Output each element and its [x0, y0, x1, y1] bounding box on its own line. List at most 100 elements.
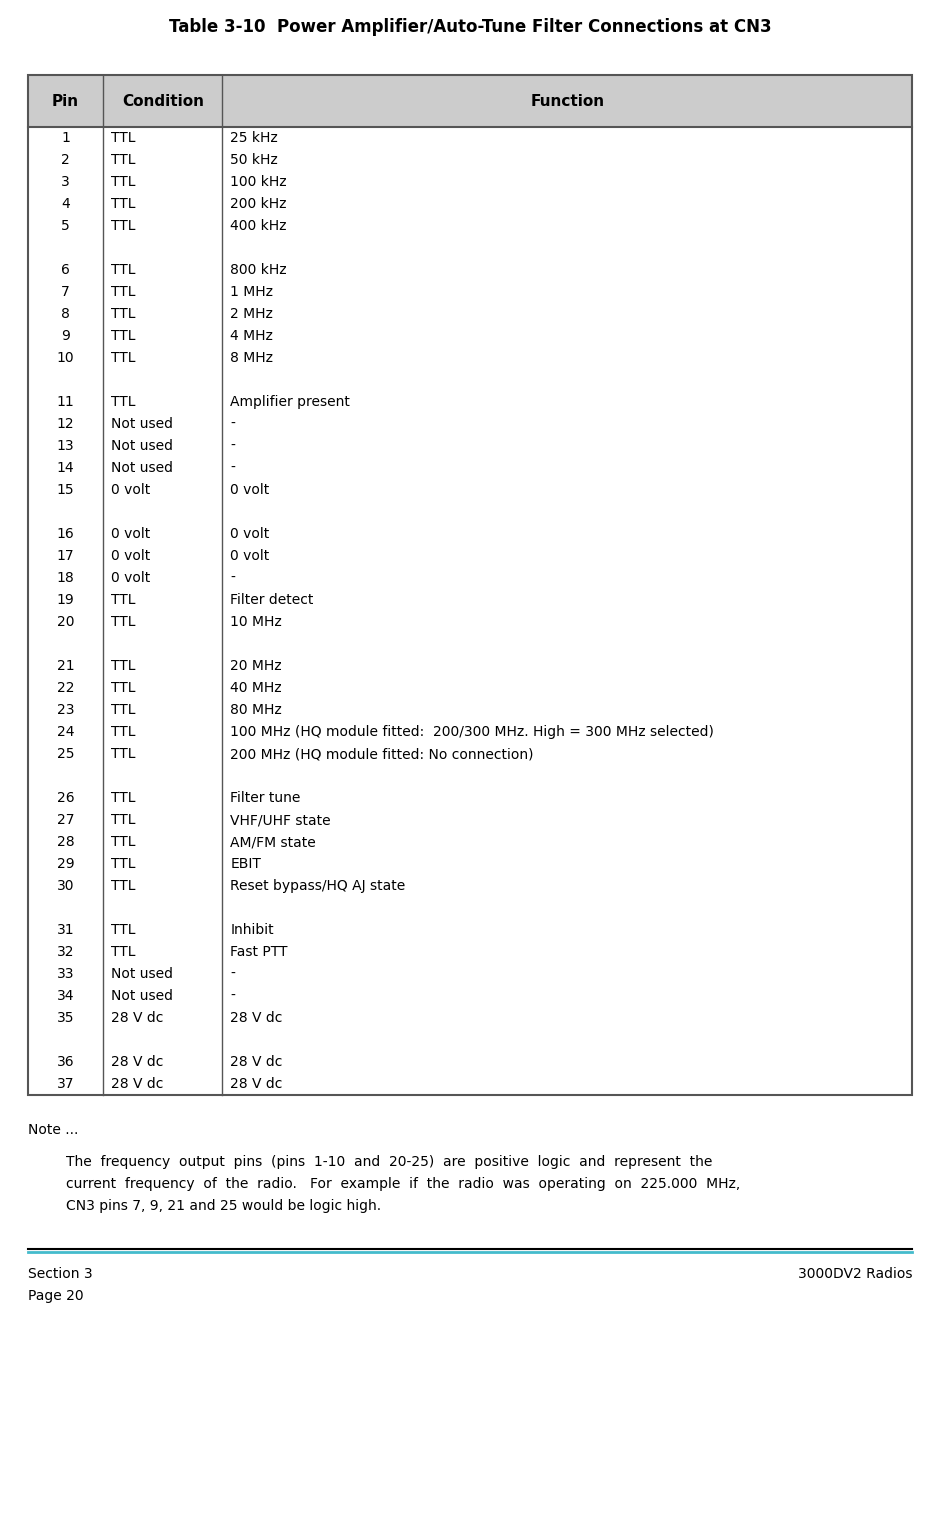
- Text: TTL: TTL: [111, 858, 135, 871]
- Text: 28 V dc: 28 V dc: [111, 1077, 164, 1091]
- Text: TTL: TTL: [111, 329, 135, 343]
- Text: TTL: TTL: [111, 702, 135, 716]
- Text: 33: 33: [56, 967, 74, 981]
- Text: 21: 21: [56, 659, 74, 673]
- Text: 9: 9: [61, 329, 70, 343]
- Text: 6: 6: [61, 263, 70, 277]
- Text: 28 V dc: 28 V dc: [230, 1054, 283, 1070]
- Text: 28 V dc: 28 V dc: [111, 1054, 164, 1070]
- Text: TTL: TTL: [111, 615, 135, 629]
- Text: TTL: TTL: [111, 307, 135, 321]
- Text: Not used: Not used: [111, 967, 173, 981]
- Text: TTL: TTL: [111, 792, 135, 805]
- Text: TTL: TTL: [111, 725, 135, 739]
- Text: TTL: TTL: [111, 197, 135, 211]
- Text: 26: 26: [56, 792, 74, 805]
- Text: 17: 17: [56, 549, 74, 563]
- Text: 400 kHz: 400 kHz: [230, 218, 287, 234]
- Text: 40 MHz: 40 MHz: [230, 681, 282, 695]
- Text: 4: 4: [61, 197, 70, 211]
- Text: Function: Function: [530, 94, 604, 109]
- Text: Not used: Not used: [111, 461, 173, 475]
- Text: 22: 22: [56, 681, 74, 695]
- Text: Filter tune: Filter tune: [230, 792, 301, 805]
- Text: 19: 19: [56, 593, 74, 607]
- Text: 28 V dc: 28 V dc: [230, 1077, 283, 1091]
- Text: 5: 5: [61, 218, 70, 234]
- Text: TTL: TTL: [111, 681, 135, 695]
- Text: 12: 12: [56, 417, 74, 430]
- Text: 20: 20: [56, 615, 74, 629]
- Text: 20 MHz: 20 MHz: [230, 659, 282, 673]
- Text: Page 20: Page 20: [28, 1290, 84, 1303]
- Text: TTL: TTL: [111, 945, 135, 959]
- Text: -: -: [230, 461, 235, 475]
- Text: 10 MHz: 10 MHz: [230, 615, 282, 629]
- Text: Not used: Not used: [111, 988, 173, 1004]
- Text: 13: 13: [56, 440, 74, 453]
- Text: 37: 37: [56, 1077, 74, 1091]
- Text: 100 MHz (HQ module fitted:  200/300 MHz. High = 300 MHz selected): 100 MHz (HQ module fitted: 200/300 MHz. …: [230, 725, 714, 739]
- Text: TTL: TTL: [111, 154, 135, 168]
- Text: EBIT: EBIT: [230, 858, 261, 871]
- Text: 800 kHz: 800 kHz: [230, 263, 287, 277]
- Text: 15: 15: [56, 483, 74, 496]
- Text: 11: 11: [56, 395, 74, 409]
- Text: 200 MHz (HQ module fitted: No connection): 200 MHz (HQ module fitted: No connection…: [230, 747, 534, 761]
- Text: 0 volt: 0 volt: [111, 483, 150, 496]
- Text: TTL: TTL: [111, 263, 135, 277]
- Text: Table 3-10  Power Amplifier/Auto-Tune Filter Connections at CN3: Table 3-10 Power Amplifier/Auto-Tune Fil…: [168, 18, 772, 35]
- Text: current  frequency  of  the  radio.   For  example  if  the  radio  was  operati: current frequency of the radio. For exam…: [66, 1177, 741, 1191]
- Text: TTL: TTL: [111, 131, 135, 144]
- Text: VHF/UHF state: VHF/UHF state: [230, 813, 331, 827]
- Text: Reset bypass/HQ AJ state: Reset bypass/HQ AJ state: [230, 879, 406, 893]
- Text: 28 V dc: 28 V dc: [230, 1011, 283, 1025]
- Text: 2: 2: [61, 154, 70, 168]
- Text: -: -: [230, 440, 235, 453]
- Text: Condition: Condition: [122, 94, 204, 109]
- Bar: [28, 75, 912, 128]
- Text: 1: 1: [61, 131, 70, 144]
- Text: 28: 28: [56, 835, 74, 848]
- Text: TTL: TTL: [111, 659, 135, 673]
- Text: TTL: TTL: [111, 835, 135, 848]
- Text: 35: 35: [56, 1011, 74, 1025]
- Text: TTL: TTL: [111, 593, 135, 607]
- Text: 8 MHz: 8 MHz: [230, 350, 274, 364]
- Text: 200 kHz: 200 kHz: [230, 197, 287, 211]
- Text: 25: 25: [56, 747, 74, 761]
- Text: Not used: Not used: [111, 417, 173, 430]
- Text: 24: 24: [56, 725, 74, 739]
- Text: 3000DV2 Radios: 3000DV2 Radios: [797, 1266, 912, 1280]
- Text: 31: 31: [56, 924, 74, 938]
- Text: Section 3: Section 3: [28, 1266, 93, 1280]
- Text: 27: 27: [56, 813, 74, 827]
- Text: Filter detect: Filter detect: [230, 593, 314, 607]
- Text: 1 MHz: 1 MHz: [230, 284, 274, 300]
- Text: 0 volt: 0 volt: [111, 549, 150, 563]
- Text: Pin: Pin: [52, 94, 79, 109]
- Text: AM/FM state: AM/FM state: [230, 835, 316, 848]
- Text: 7: 7: [61, 284, 70, 300]
- Bar: [28, 75, 912, 1094]
- Text: Inhibit: Inhibit: [230, 924, 274, 938]
- Text: 0 volt: 0 volt: [230, 527, 270, 541]
- Text: CN3 pins 7, 9, 21 and 25 would be logic high.: CN3 pins 7, 9, 21 and 25 would be logic …: [66, 1199, 381, 1213]
- Text: TTL: TTL: [111, 395, 135, 409]
- Text: 18: 18: [56, 572, 74, 586]
- Text: 2 MHz: 2 MHz: [230, 307, 274, 321]
- Text: 0 volt: 0 volt: [111, 527, 150, 541]
- Text: TTL: TTL: [111, 813, 135, 827]
- Text: 3: 3: [61, 175, 70, 189]
- Text: -: -: [230, 988, 235, 1004]
- Text: 80 MHz: 80 MHz: [230, 702, 282, 716]
- Text: 30: 30: [56, 879, 74, 893]
- Text: 4 MHz: 4 MHz: [230, 329, 274, 343]
- Text: TTL: TTL: [111, 879, 135, 893]
- Text: 8: 8: [61, 307, 70, 321]
- Text: TTL: TTL: [111, 175, 135, 189]
- Text: 100 kHz: 100 kHz: [230, 175, 287, 189]
- Text: 32: 32: [56, 945, 74, 959]
- Text: -: -: [230, 417, 235, 430]
- Text: Amplifier present: Amplifier present: [230, 395, 351, 409]
